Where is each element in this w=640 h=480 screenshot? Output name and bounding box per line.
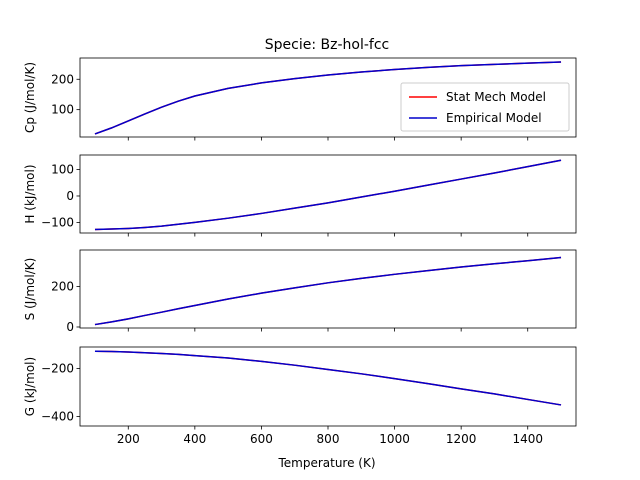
legend-label: Empirical Model bbox=[446, 111, 542, 125]
y-axis-label-s: S (J/mol/K) bbox=[23, 258, 37, 321]
y-axis-label-cp: Cp (J/mol/K) bbox=[23, 62, 37, 133]
x-tick-label: 1400 bbox=[512, 432, 543, 446]
y-tick-label: −200 bbox=[41, 362, 74, 376]
legend-label: Stat Mech Model bbox=[446, 90, 546, 104]
x-tick-label: 1000 bbox=[379, 432, 410, 446]
legend-box bbox=[400, 82, 570, 132]
panel-s: 0 200 S (J/mol/K) bbox=[23, 249, 577, 334]
panel-g: −200 −400 200 400 600 800 1000 1200 1400 G (kJ/mo… bbox=[23, 346, 577, 446]
y-tick-label: −100 bbox=[41, 215, 74, 229]
y-tick-label: −400 bbox=[41, 409, 74, 423]
panel-h: −100 0 100 H (kJ/mol) bbox=[23, 154, 577, 237]
x-tick-label: 400 bbox=[183, 432, 206, 446]
y-tick-label: 0 bbox=[66, 189, 74, 203]
y-tick-label: 200 bbox=[51, 72, 74, 86]
subplot-stack: 100 200 Cp (J/mol/K) −100 0 100 H (kJ/mol) 0 200… bbox=[23, 57, 577, 446]
legend-item-stat-mech-model: Stat Mech Model bbox=[409, 90, 546, 104]
series-line-empirical-model-h bbox=[94, 159, 562, 231]
legend: Stat Mech Model Empirical Model bbox=[400, 82, 570, 132]
series-line-empirical-model-cp bbox=[94, 61, 562, 135]
x-tick-label: 200 bbox=[117, 432, 140, 446]
y-tick-label: 0 bbox=[66, 320, 74, 334]
panel-cp: 100 200 Cp (J/mol/K) bbox=[23, 57, 577, 141]
y-tick-label: 200 bbox=[51, 279, 74, 293]
y-axis-label-g: G (kJ/mol) bbox=[23, 357, 37, 416]
y-tick-label: 100 bbox=[51, 163, 74, 177]
legend-item-empirical-model: Empirical Model bbox=[409, 111, 542, 125]
x-axis-label: Temperature (K) bbox=[277, 456, 375, 470]
y-axis-label-h: H (kJ/mol) bbox=[23, 164, 37, 223]
x-tick-label: 800 bbox=[317, 432, 340, 446]
chart-title: Specie: Bz-hol-fcc bbox=[265, 37, 389, 53]
series-line-empirical-model-s bbox=[94, 256, 562, 326]
x-tick-label: 1200 bbox=[446, 432, 477, 446]
x-tick-label: 600 bbox=[250, 432, 273, 446]
y-tick-label: 100 bbox=[51, 103, 74, 117]
series-line-empirical-model-g bbox=[94, 350, 562, 406]
